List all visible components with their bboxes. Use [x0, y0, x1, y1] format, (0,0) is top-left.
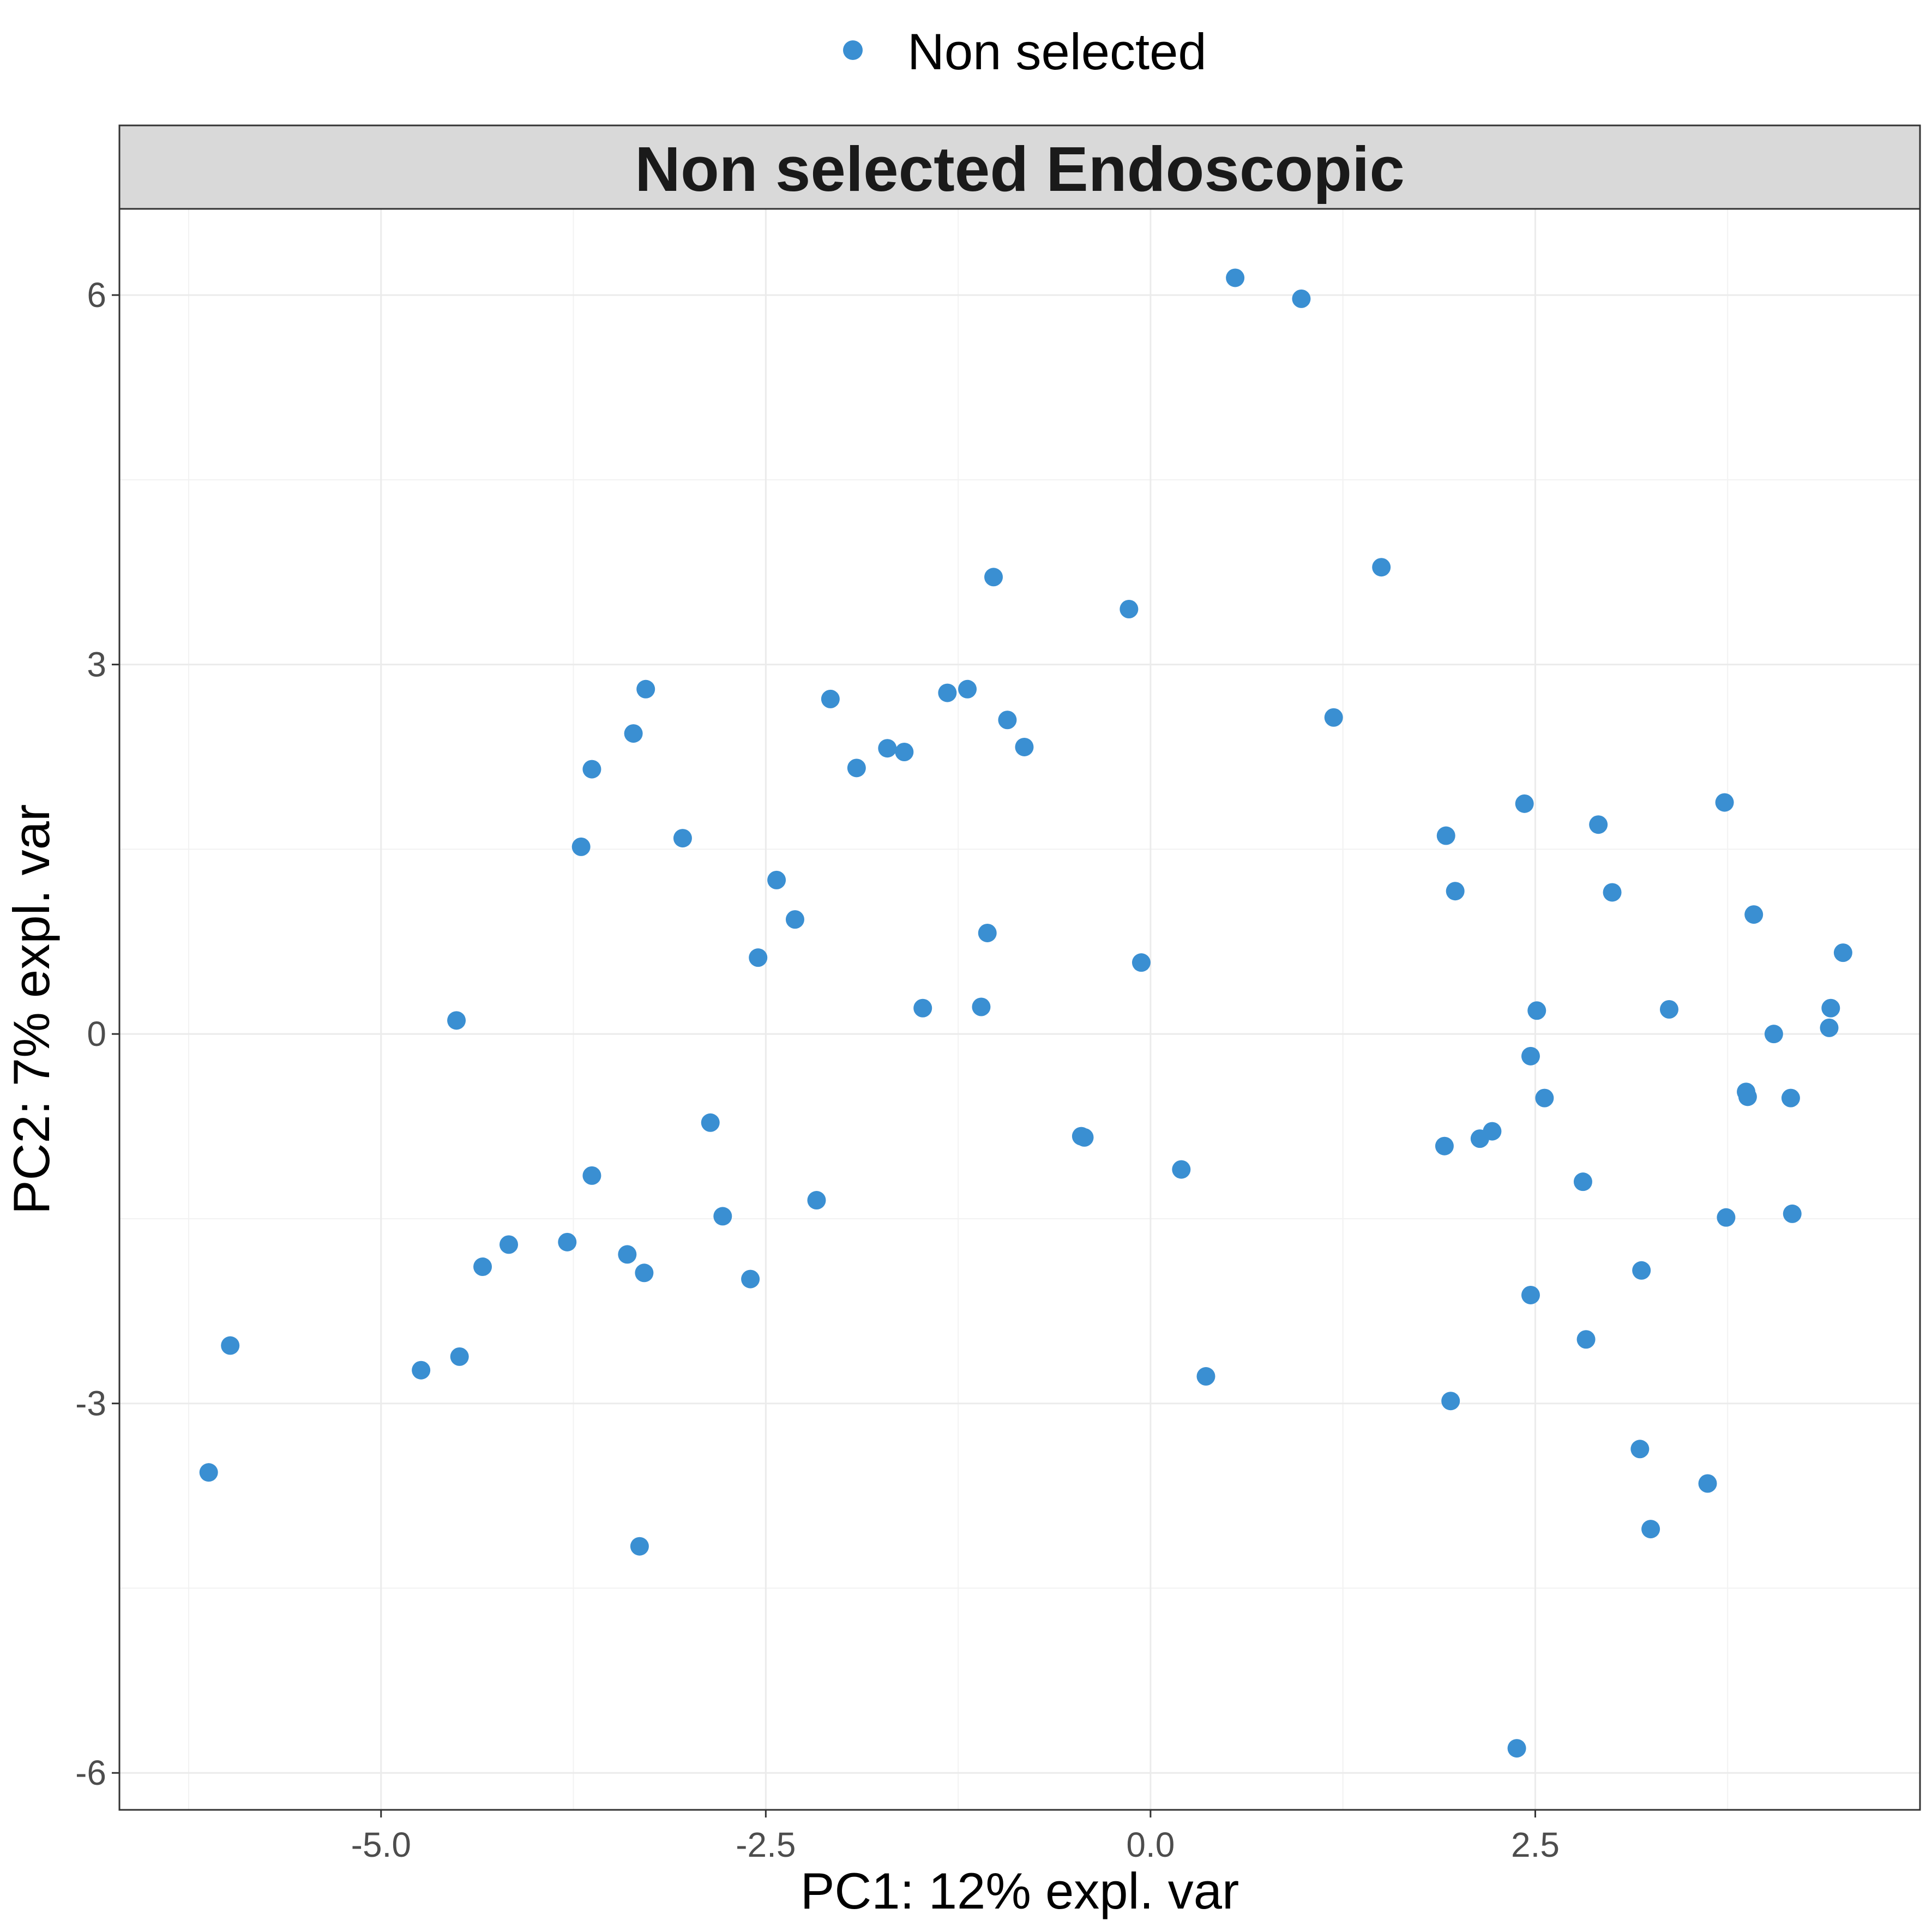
y-tick-label: -6 [75, 1753, 106, 1792]
data-point [1507, 1739, 1526, 1758]
data-point [499, 1235, 519, 1254]
data-point [785, 910, 804, 929]
data-point [221, 1336, 240, 1355]
data-point [767, 870, 786, 889]
data-point [673, 829, 692, 848]
data-point [1641, 1520, 1660, 1539]
data-point [1698, 1474, 1717, 1493]
data-point [998, 711, 1017, 730]
data-point [630, 1537, 649, 1556]
data-point [1292, 289, 1311, 308]
data-point [713, 1207, 732, 1226]
x-axis-title: PC1: 12% expl. var [801, 1862, 1239, 1919]
data-point [1015, 737, 1034, 756]
data-point [1226, 268, 1245, 287]
facet-strip-title: Non selected Endoscopic [635, 134, 1405, 204]
data-point [1324, 708, 1343, 727]
data-point [701, 1113, 720, 1132]
data-point [1820, 1018, 1839, 1037]
data-point [978, 923, 997, 942]
data-point [1515, 794, 1534, 813]
facet-strip-background [118, 124, 1921, 210]
data-point [450, 1347, 469, 1366]
data-point [571, 837, 591, 856]
y-axis-title: PC2: 7% expl. var [3, 804, 60, 1214]
data-point [807, 1191, 826, 1210]
x-tick-label: -2.5 [736, 1825, 796, 1864]
data-point [1470, 1129, 1489, 1148]
data-point [1715, 793, 1734, 812]
data-point [558, 1232, 577, 1251]
data-point [749, 948, 768, 967]
data-point [1833, 943, 1852, 962]
data-point [1603, 883, 1622, 902]
data-point [821, 689, 840, 708]
data-point [635, 1263, 654, 1283]
data-point [913, 998, 932, 1018]
data-point [1172, 1160, 1191, 1179]
data-point [1630, 1440, 1650, 1459]
facet-strip: Non selected Endoscopic [118, 124, 1921, 210]
data-point [1744, 905, 1764, 924]
data-point [1573, 1172, 1592, 1191]
data-point [618, 1245, 637, 1264]
y-tick-label: 0 [87, 1014, 106, 1054]
data-point [878, 739, 897, 758]
data-point [1075, 1128, 1094, 1147]
axis-layer: -5.0 -2.5 0.0 2.5 -6 -3 0 3 6 [75, 275, 1560, 1864]
data-point [938, 683, 957, 702]
plot-panel-border [118, 208, 1921, 1811]
data-point [1521, 1046, 1540, 1066]
data-point [412, 1361, 431, 1380]
data-point [1446, 882, 1465, 901]
data-point [1535, 1088, 1554, 1108]
grid-layer [119, 209, 1920, 1810]
data-point [582, 760, 601, 779]
points-layer [199, 268, 1852, 1758]
data-point [447, 1011, 466, 1030]
data-point [1441, 1392, 1460, 1411]
data-point [958, 679, 977, 699]
data-point [199, 1463, 218, 1482]
data-point [1659, 1000, 1678, 1019]
data-point [1821, 998, 1840, 1018]
plot-panel [119, 209, 1920, 1810]
y-tick-label: 6 [87, 275, 106, 315]
data-point [582, 1166, 601, 1185]
data-point [972, 997, 991, 1016]
data-point [1527, 1001, 1546, 1020]
data-point [741, 1269, 760, 1289]
data-point [624, 724, 643, 743]
data-point [1435, 1136, 1454, 1155]
data-point [1196, 1367, 1215, 1386]
data-point [1589, 815, 1608, 834]
data-point [1521, 1285, 1540, 1304]
data-point [895, 742, 914, 761]
x-tick-label: 0.0 [1126, 1825, 1175, 1864]
y-tick-label: 3 [87, 645, 106, 684]
data-point [1781, 1088, 1800, 1108]
data-point [1764, 1025, 1783, 1044]
data-point [1783, 1204, 1802, 1223]
data-point [1372, 558, 1391, 577]
data-point [1717, 1208, 1736, 1227]
legend-label: Non selected [907, 23, 1207, 80]
data-point [1738, 1087, 1757, 1106]
data-point [1131, 953, 1151, 972]
x-tick-label: 2.5 [1511, 1825, 1560, 1864]
y-tick-label: -3 [75, 1384, 106, 1423]
x-tick-label: -5.0 [351, 1825, 411, 1864]
legend: Non selected [843, 23, 1207, 80]
data-point [636, 679, 655, 699]
data-point [847, 759, 866, 778]
data-point [473, 1257, 492, 1277]
data-point [1632, 1261, 1651, 1280]
data-point [1120, 600, 1139, 618]
data-point [1436, 826, 1455, 845]
legend-marker [843, 40, 863, 60]
data-point [1576, 1330, 1596, 1349]
data-point [984, 568, 1003, 587]
